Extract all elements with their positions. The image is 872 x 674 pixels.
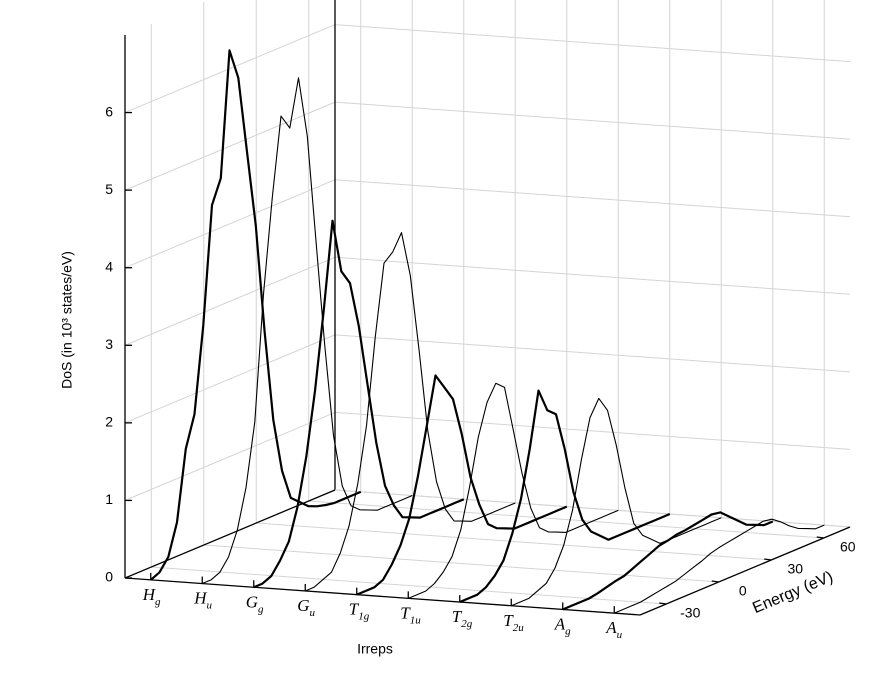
x-tick-label: Ag	[554, 614, 571, 637]
z-tick-label: 0	[739, 583, 747, 599]
dos-curve	[614, 518, 825, 614]
x-tick-label: T2u	[503, 611, 524, 634]
x-axis	[124, 577, 641, 616]
dos-curve	[150, 49, 362, 581]
back-wall-grid-line	[334, 411, 851, 450]
left-floor-edge	[124, 489, 336, 579]
x-tick-label: Hu	[193, 588, 212, 611]
floor-grid-line	[203, 544, 719, 583]
x-tick-label: Gu	[297, 596, 315, 619]
dos-curve	[305, 232, 516, 592]
floor-grid-line	[151, 566, 667, 605]
back-wall-grid-line	[334, 24, 851, 63]
dos-curve	[459, 389, 671, 604]
z-tick	[764, 558, 772, 561]
right-floor-edge	[639, 526, 851, 616]
x-tick-label: Hg	[142, 585, 161, 608]
x-axis-title: Irreps	[357, 641, 393, 657]
left-wall-grid-line	[124, 256, 336, 346]
dos-curve	[562, 511, 774, 611]
dos-curve	[253, 219, 465, 589]
y-tick-label: 6	[105, 103, 113, 119]
left-wall-grid-line	[124, 24, 336, 114]
y-tick-label: 1	[105, 491, 113, 507]
floor-grid-line	[256, 522, 772, 561]
dos-curve	[356, 374, 568, 596]
y-tick-label: 4	[105, 258, 113, 274]
y-tick-label: 0	[105, 569, 113, 585]
z-tick-label: 60	[840, 539, 856, 555]
left-wall-grid-line	[124, 101, 336, 191]
left-wall-grid-line	[124, 334, 336, 424]
x-tick-label: T2g	[452, 607, 473, 630]
y-tick-label: 5	[105, 181, 113, 197]
x-tick-label: T1g	[349, 600, 370, 623]
back-wall-grid-line	[334, 256, 851, 295]
back-wall-grid-line	[334, 179, 851, 218]
left-wall-grid-line	[124, 179, 336, 269]
z-tick-label: -30	[680, 605, 700, 621]
x-tick-label: T1u	[400, 603, 421, 626]
back-wall-grid-line	[334, 101, 851, 140]
z-tick	[711, 580, 719, 583]
x-tick-label: Gg	[246, 592, 264, 615]
z-tick	[816, 536, 824, 539]
dos-curve	[511, 397, 722, 607]
y-axis-title: DoS (in 10³ states/eV)	[59, 251, 75, 389]
left-wall-grid-line	[124, 411, 336, 501]
y-tick-label: 3	[105, 336, 113, 352]
y-tick-label: 2	[105, 414, 113, 430]
dos-curve	[202, 77, 413, 585]
z-tick-label: 30	[787, 561, 803, 577]
z-tick	[659, 602, 667, 605]
dos-curve	[408, 382, 619, 599]
back-wall-grid-line	[334, 334, 851, 373]
x-tick-label: Au	[605, 618, 622, 641]
